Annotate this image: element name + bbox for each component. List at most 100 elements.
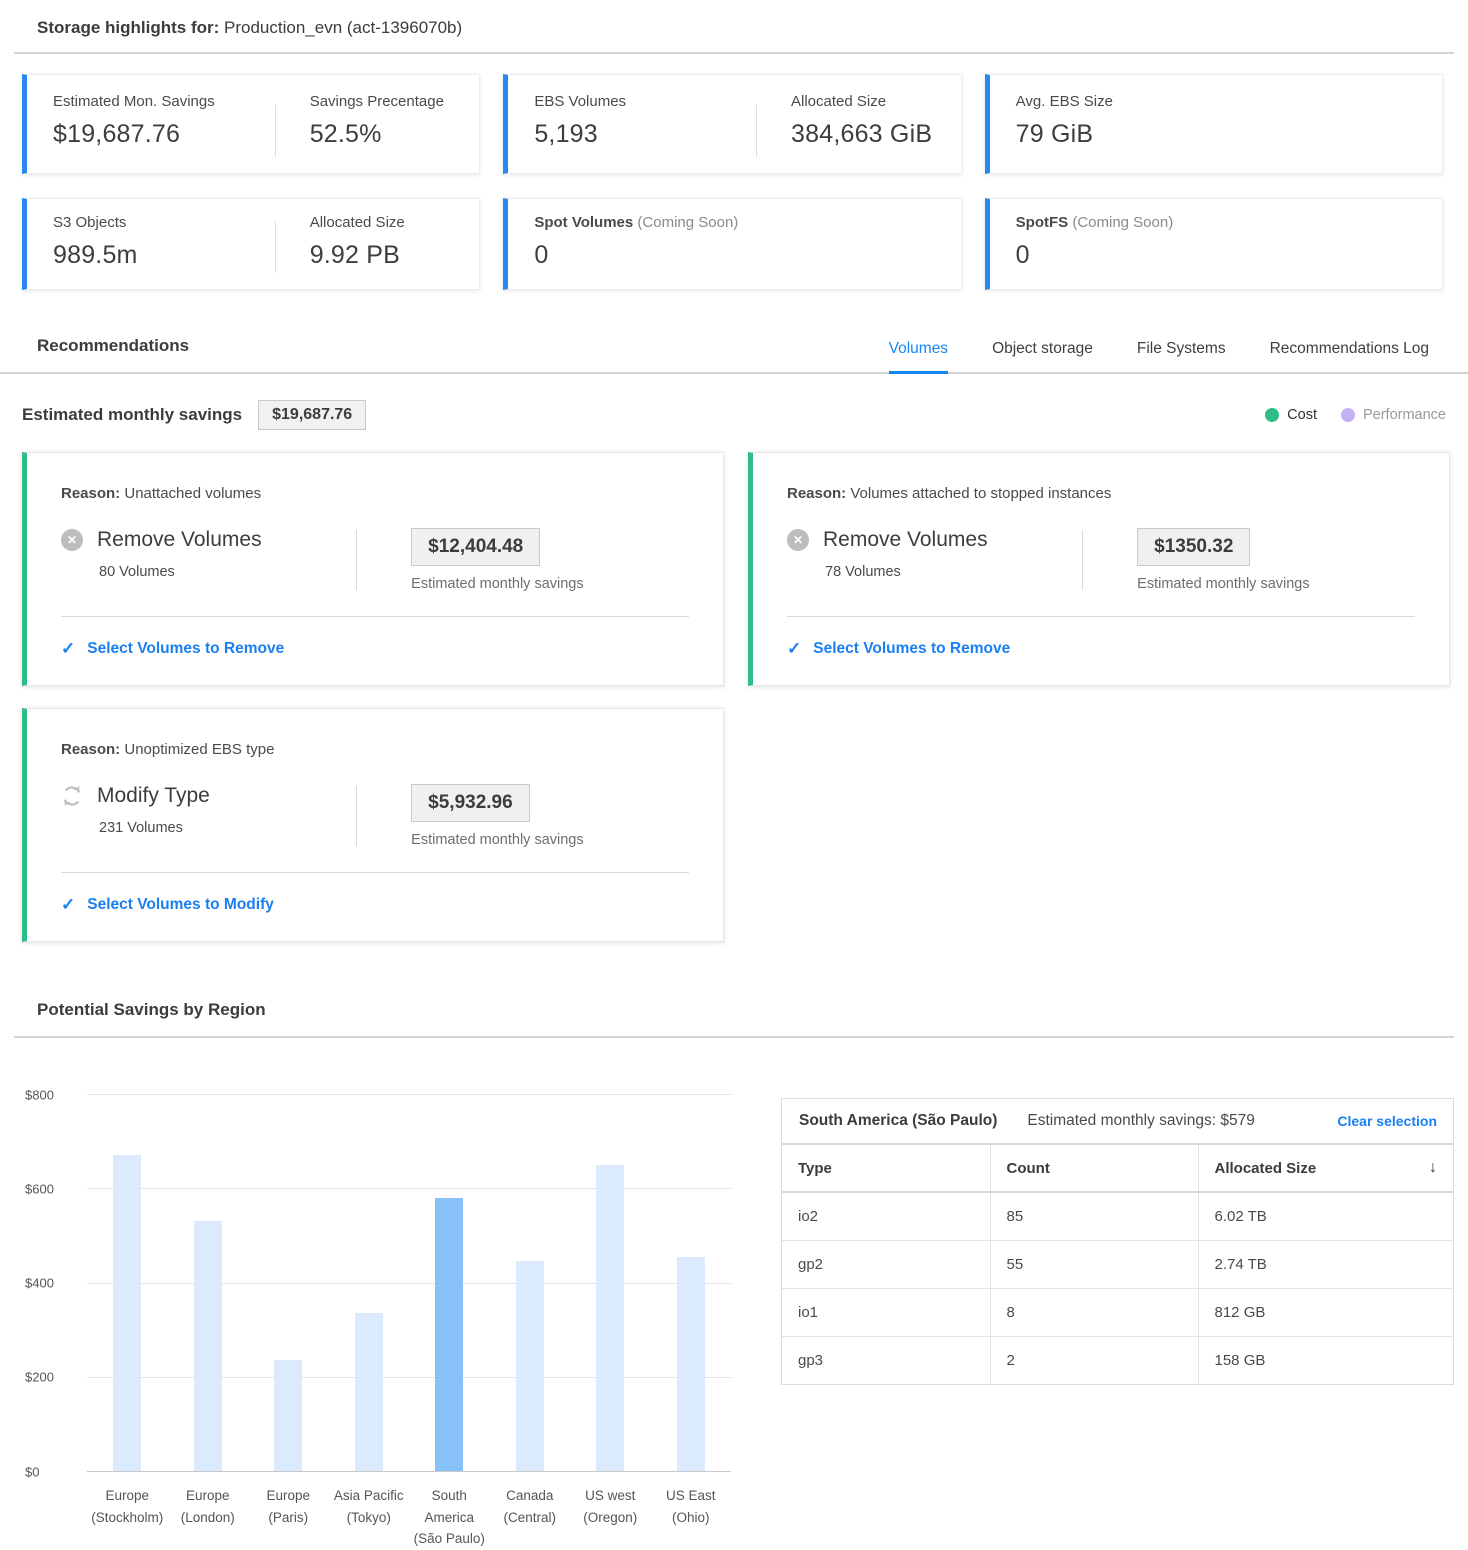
bar-europe-stockholm[interactable] [113, 1155, 142, 1471]
stat-label: Avg. EBS Size [1015, 93, 1113, 110]
x-label: Europe (London) [180, 1488, 235, 1525]
stat-label: Allocated Size [309, 214, 405, 231]
divider [1082, 530, 1084, 590]
recommendations-tabs: Volumes Object storage File Systems Reco… [888, 340, 1431, 374]
summary-label: Estimated monthly savings [22, 405, 243, 424]
coming-soon-label: (Coming Soon) [1072, 214, 1174, 231]
stat-card-monthly-savings: Estimated Mon. Savings $19,687.76 Saving… [22, 74, 481, 174]
savings-value-chip: $1350.32 [1137, 528, 1251, 566]
stat-card-ebs-volumes: EBS Volumes 5,193 Allocated Size 384,663… [503, 74, 962, 174]
y-tick: $0 [25, 1464, 40, 1479]
volume-count: 78 Volumes [825, 564, 901, 580]
x-label: Europe (Paris) [266, 1488, 311, 1525]
bar-us-east-ohio[interactable] [676, 1256, 705, 1471]
divider [787, 616, 1415, 617]
divider [14, 1036, 1454, 1038]
stat-label: Spot Volumes [534, 214, 634, 231]
tab-volumes[interactable]: Volumes [888, 340, 949, 374]
savings-summary-row: Estimated monthly savings $19,687.76 Cos… [22, 400, 1446, 430]
stat-label: EBS Volumes [534, 93, 627, 110]
stat-value: 0 [1015, 241, 1030, 269]
savings-by-region-chart: $800 $600 $400 $200 $0 Europe (Stockholm)… [25, 1076, 731, 1550]
x-label: Europe (Stockholm) [91, 1488, 164, 1525]
performance-dot-icon [1340, 408, 1355, 422]
remove-circle-icon: ✕ [61, 529, 83, 551]
bar-south-america-sao-paulo-selected[interactable] [435, 1198, 464, 1471]
sort-descending-icon[interactable]: ↓ [1429, 1159, 1437, 1176]
select-volumes-to-remove-link[interactable]: ✓ Select Volumes to Remove [61, 639, 285, 658]
y-tick: $400 [25, 1275, 54, 1291]
legend-item-performance: Performance [1340, 407, 1446, 423]
bar-asia-pacific-tokyo[interactable] [354, 1313, 383, 1471]
check-icon: ✓ [61, 639, 76, 658]
selected-region-title: South America (São Paulo) [799, 1112, 998, 1129]
storage-highlights-cards: Estimated Mon. Savings $19,687.76 Saving… [22, 74, 1443, 290]
select-volumes-to-modify-link[interactable]: ✓ Select Volumes to Modify [61, 895, 274, 914]
bars [87, 1094, 731, 1471]
reason-text: Unoptimized EBS type [124, 741, 275, 758]
page-header: Storage highlights for: Production_evn (… [0, 0, 1468, 38]
refresh-icon [63, 786, 81, 806]
divider [756, 105, 758, 157]
x-label: US East (Ohio) [665, 1488, 716, 1525]
savings-label: Estimated monthly savings [411, 576, 584, 592]
stat-value: $19,687.76 [53, 120, 181, 148]
reason-label: Reason: [61, 485, 121, 502]
stat-value: 79 GiB [1015, 120, 1094, 148]
stat-label: S3 Objects [53, 214, 127, 231]
divider [61, 872, 689, 873]
volume-types-table: Type Count Allocated Size ↓ io2 85 6.02 … [782, 1145, 1453, 1384]
stat-value: 989.5m [53, 241, 138, 269]
stat-value: 0 [534, 241, 549, 269]
savings-value-chip: $5,932.96 [411, 784, 530, 822]
check-icon: ✓ [787, 639, 802, 658]
reason-text: Volumes attached to stopped instances [850, 485, 1112, 502]
volume-count: 231 Volumes [99, 820, 183, 836]
action-title: Modify Type [97, 784, 210, 807]
column-header-count: Count [989, 1145, 1198, 1193]
select-volumes-to-remove-link[interactable]: ✓ Select Volumes to Remove [787, 639, 1011, 658]
y-tick: $800 [25, 1087, 54, 1102]
bar-canada-central[interactable] [515, 1261, 544, 1471]
header-divider [14, 52, 1454, 54]
summary-value-chip: $19,687.76 [258, 400, 367, 430]
coming-soon-label: (Coming Soon) [637, 214, 739, 231]
volume-count: 80 Volumes [99, 564, 175, 580]
savings-value-chip: $12,404.48 [411, 528, 541, 566]
account-name: Production_evn (act-1396070b) [224, 18, 463, 37]
savings-label: Estimated monthly savings [411, 832, 584, 848]
tab-object-storage[interactable]: Object storage [992, 340, 1093, 357]
page-title: Storage highlights for: [37, 18, 220, 37]
x-label: South America (São Paulo) [413, 1488, 485, 1547]
stat-value: 52.5% [309, 120, 382, 148]
stat-value: 384,663 GiB [791, 120, 933, 148]
bar-europe-paris[interactable] [274, 1360, 303, 1471]
column-header-allocated-size: Allocated Size ↓ [1197, 1145, 1453, 1193]
stat-card-avg-ebs-size: Avg. EBS Size 79 GiB [984, 74, 1443, 174]
reason-label: Reason: [61, 741, 121, 758]
recommendations-header: Recommendations Volumes Object storage F… [0, 336, 1468, 374]
remove-circle-icon: ✕ [787, 529, 809, 551]
stat-label: Savings Precentage [309, 93, 444, 110]
divider [274, 221, 276, 273]
x-axis-labels: Europe (Stockholm) Europe (London) Europe(… [87, 1485, 731, 1550]
tab-file-systems[interactable]: File Systems [1136, 340, 1226, 357]
table-row: gp2 55 2.74 TB [782, 1240, 1453, 1289]
clear-selection-link[interactable]: Clear selection [1337, 1113, 1437, 1129]
bar-us-west-oregon[interactable] [596, 1164, 625, 1471]
region-section: $800 $600 $400 $200 $0 Europe (Stockholm)… [25, 1076, 1454, 1550]
table-row: io1 8 812 GB [782, 1288, 1453, 1337]
action-title: Remove Volumes [823, 528, 988, 551]
divider [274, 105, 276, 157]
stat-card-spotfs: SpotFS (Coming Soon) 0 [984, 198, 1443, 290]
action-title: Remove Volumes [97, 528, 262, 551]
legend: Cost Performance [1265, 407, 1446, 423]
recommendation-cards: Reason: Unattached volumes ✕ Remove Volu… [22, 452, 1450, 942]
stat-label: SpotFS [1015, 214, 1069, 231]
column-header-type: Type [782, 1145, 990, 1193]
stat-value: 9.92 PB [309, 241, 401, 269]
x-label: Asia Pacific (Tokyo) [333, 1488, 404, 1525]
bar-europe-london[interactable] [193, 1221, 222, 1471]
tab-recommendations-log[interactable]: Recommendations Log [1269, 340, 1429, 357]
rec-card-unattached-volumes: Reason: Unattached volumes ✕ Remove Volu… [22, 452, 724, 686]
